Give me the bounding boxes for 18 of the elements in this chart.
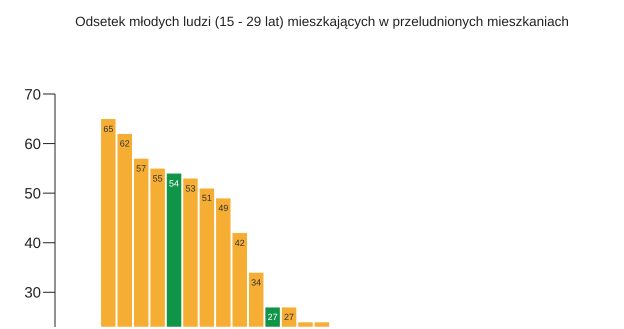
- data-label: 34: [251, 277, 262, 288]
- data-label: 62: [120, 138, 130, 149]
- data-label: 65: [103, 124, 114, 134]
- data-label: 54: [169, 178, 180, 188]
- data-label: 53: [185, 183, 196, 194]
- y-tick-label: 30: [24, 284, 41, 302]
- y-tick-label: 50: [24, 185, 41, 202]
- y-tick-label: 40: [24, 235, 41, 252]
- data-label: 42: [234, 238, 245, 248]
- data-label: 57: [136, 163, 146, 174]
- data-label: 55: [152, 173, 163, 184]
- y-tick-label: 70: [24, 86, 41, 104]
- data-label: 27: [268, 312, 278, 322]
- data-label: 51: [202, 193, 212, 204]
- data-label: 49: [218, 203, 228, 214]
- chart-title: Odsetek młodych ludzi (15 - 29 lat) mieszkających w przeludnionych mieszkaniach: [74, 14, 570, 29]
- data-label: 27: [284, 312, 294, 322]
- y-tick-label: 60: [24, 136, 41, 153]
